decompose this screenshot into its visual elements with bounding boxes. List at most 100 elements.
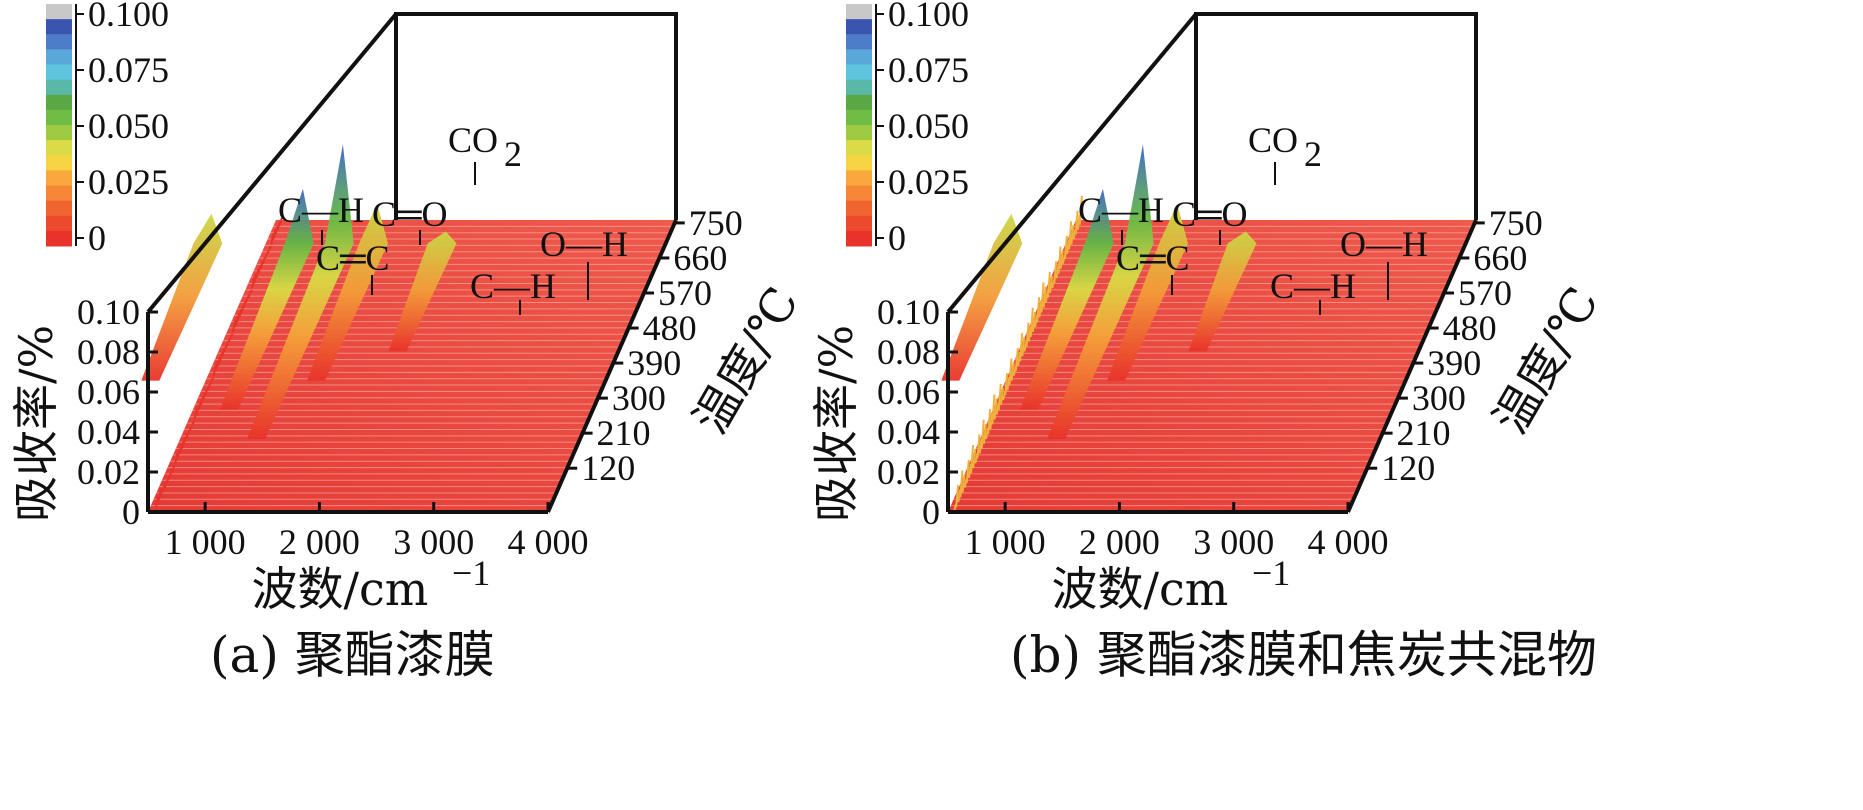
peak-ridge bbox=[307, 203, 388, 381]
colorbar-swatch bbox=[846, 34, 872, 50]
noise-spike bbox=[965, 459, 970, 483]
axes-frame bbox=[946, 12, 1478, 514]
noise-spike bbox=[197, 400, 202, 411]
peak-label: O—H bbox=[540, 224, 628, 264]
peak-label-sub: 2 bbox=[504, 134, 522, 174]
noise-spike bbox=[165, 476, 170, 484]
colorbar-tick-label: 0.075 bbox=[888, 50, 969, 90]
z-tick-label: 750 bbox=[1489, 203, 1543, 243]
peak-group bbox=[141, 144, 457, 440]
colorbar-tick-label: 0.025 bbox=[888, 162, 969, 202]
y-tick-label: 0.06 bbox=[77, 372, 140, 412]
noise-spike bbox=[244, 297, 249, 304]
noise-spike bbox=[1078, 195, 1083, 225]
peak-label: O—H bbox=[1340, 224, 1428, 264]
noise-spike bbox=[234, 316, 239, 328]
colorbar-swatch bbox=[46, 185, 72, 202]
noise-spike bbox=[1049, 275, 1053, 294]
noise-spike bbox=[229, 333, 234, 338]
peak-ridge bbox=[219, 188, 314, 410]
noise-spike bbox=[982, 423, 987, 444]
peak-label-sub: 2 bbox=[1304, 134, 1322, 174]
peak-label: C═C bbox=[1116, 238, 1190, 278]
noise-spike bbox=[1070, 225, 1075, 245]
noise-spike bbox=[261, 257, 266, 265]
noise-spike bbox=[249, 289, 253, 294]
z-tick-label: 480 bbox=[1443, 308, 1497, 348]
x-tick-label: 2 000 bbox=[279, 522, 360, 562]
noise-spike bbox=[1025, 322, 1030, 347]
noise-spike bbox=[1004, 373, 1009, 396]
colorbar-swatch bbox=[846, 109, 872, 126]
noise-spike bbox=[225, 341, 230, 347]
noise-spike bbox=[1059, 250, 1064, 269]
y-axis-title: 吸收率/% bbox=[9, 325, 63, 522]
peak-label: C═C bbox=[316, 238, 390, 278]
noise-spike bbox=[176, 448, 181, 459]
noise-spike bbox=[185, 432, 189, 440]
noise-spike bbox=[253, 273, 258, 284]
noise-spike bbox=[172, 464, 177, 469]
peak-label: C═O bbox=[1172, 194, 1248, 234]
colorbar-swatch bbox=[46, 170, 72, 186]
z-tick-label: 660 bbox=[673, 238, 727, 278]
colorbar-swatch bbox=[46, 34, 72, 50]
noise-spike bbox=[989, 413, 994, 430]
noise-spike bbox=[187, 428, 192, 435]
noise-spike bbox=[195, 404, 200, 415]
noise-spike bbox=[1053, 261, 1058, 284]
peak-ridge bbox=[1107, 203, 1188, 381]
y-tick-label: 0.04 bbox=[877, 412, 940, 452]
colorbar-tick-label: 0.100 bbox=[88, 0, 169, 34]
noise-spike bbox=[1074, 210, 1079, 235]
z-tick-label: 390 bbox=[1427, 343, 1481, 383]
colorbar-swatch bbox=[46, 200, 72, 217]
noise-spike bbox=[217, 356, 221, 367]
colorbar-swatch bbox=[46, 79, 72, 96]
panel-caption: (b) 聚酯漆膜和焦炭共混物 bbox=[1010, 626, 1597, 684]
peak-ridge bbox=[388, 231, 457, 352]
colorbar-swatch bbox=[846, 64, 872, 81]
colorbar-swatch bbox=[846, 140, 872, 156]
noise-spike bbox=[157, 492, 162, 503]
colorbar-swatch bbox=[46, 215, 72, 232]
peak-label: C—H bbox=[278, 190, 364, 230]
noise-spike bbox=[264, 253, 268, 260]
colorbar-swatch bbox=[846, 79, 872, 96]
noise-spike bbox=[278, 217, 283, 226]
x-tick-label: 4 000 bbox=[508, 522, 589, 562]
colorbar-swatch bbox=[46, 125, 72, 141]
noise-spike bbox=[274, 225, 279, 235]
x-axis-title-sup: −1 bbox=[452, 553, 490, 593]
noise-spike bbox=[159, 488, 164, 498]
peak-label: CO bbox=[1248, 120, 1298, 160]
noise-spike bbox=[170, 468, 174, 474]
noise-spike bbox=[214, 360, 219, 372]
noise-spike bbox=[961, 474, 966, 493]
noise-spike bbox=[272, 229, 277, 240]
colorbar-swatch bbox=[46, 49, 72, 65]
peak-ridge bbox=[1019, 188, 1114, 410]
peak-label: C═O bbox=[372, 194, 448, 234]
y-tick-label: 0.04 bbox=[77, 412, 140, 452]
noise-spike bbox=[178, 444, 183, 454]
noise-spike bbox=[270, 233, 275, 245]
depth-axis-line bbox=[546, 219, 678, 513]
noise-spike bbox=[174, 452, 179, 464]
noise-spike bbox=[972, 449, 977, 469]
noise-spike bbox=[970, 444, 975, 474]
back-box bbox=[1194, 12, 1478, 220]
peak-ridge bbox=[1047, 144, 1154, 440]
z-tick-label: 300 bbox=[1412, 378, 1466, 418]
y-tick-label: 0.02 bbox=[877, 452, 940, 492]
peak-ridge bbox=[247, 144, 354, 440]
noise-spike bbox=[168, 472, 172, 479]
colorbar-tick-label: 0 bbox=[888, 218, 906, 258]
x-axis-title-sup: −1 bbox=[1252, 553, 1290, 593]
x-tick-label: 1 000 bbox=[165, 522, 246, 562]
noise-spike bbox=[208, 381, 213, 386]
y-tick-label: 0.10 bbox=[877, 292, 940, 332]
colorbar-swatch bbox=[846, 155, 872, 171]
x-axis-title: 波数/cm bbox=[252, 562, 429, 616]
noise-spike bbox=[206, 384, 211, 391]
